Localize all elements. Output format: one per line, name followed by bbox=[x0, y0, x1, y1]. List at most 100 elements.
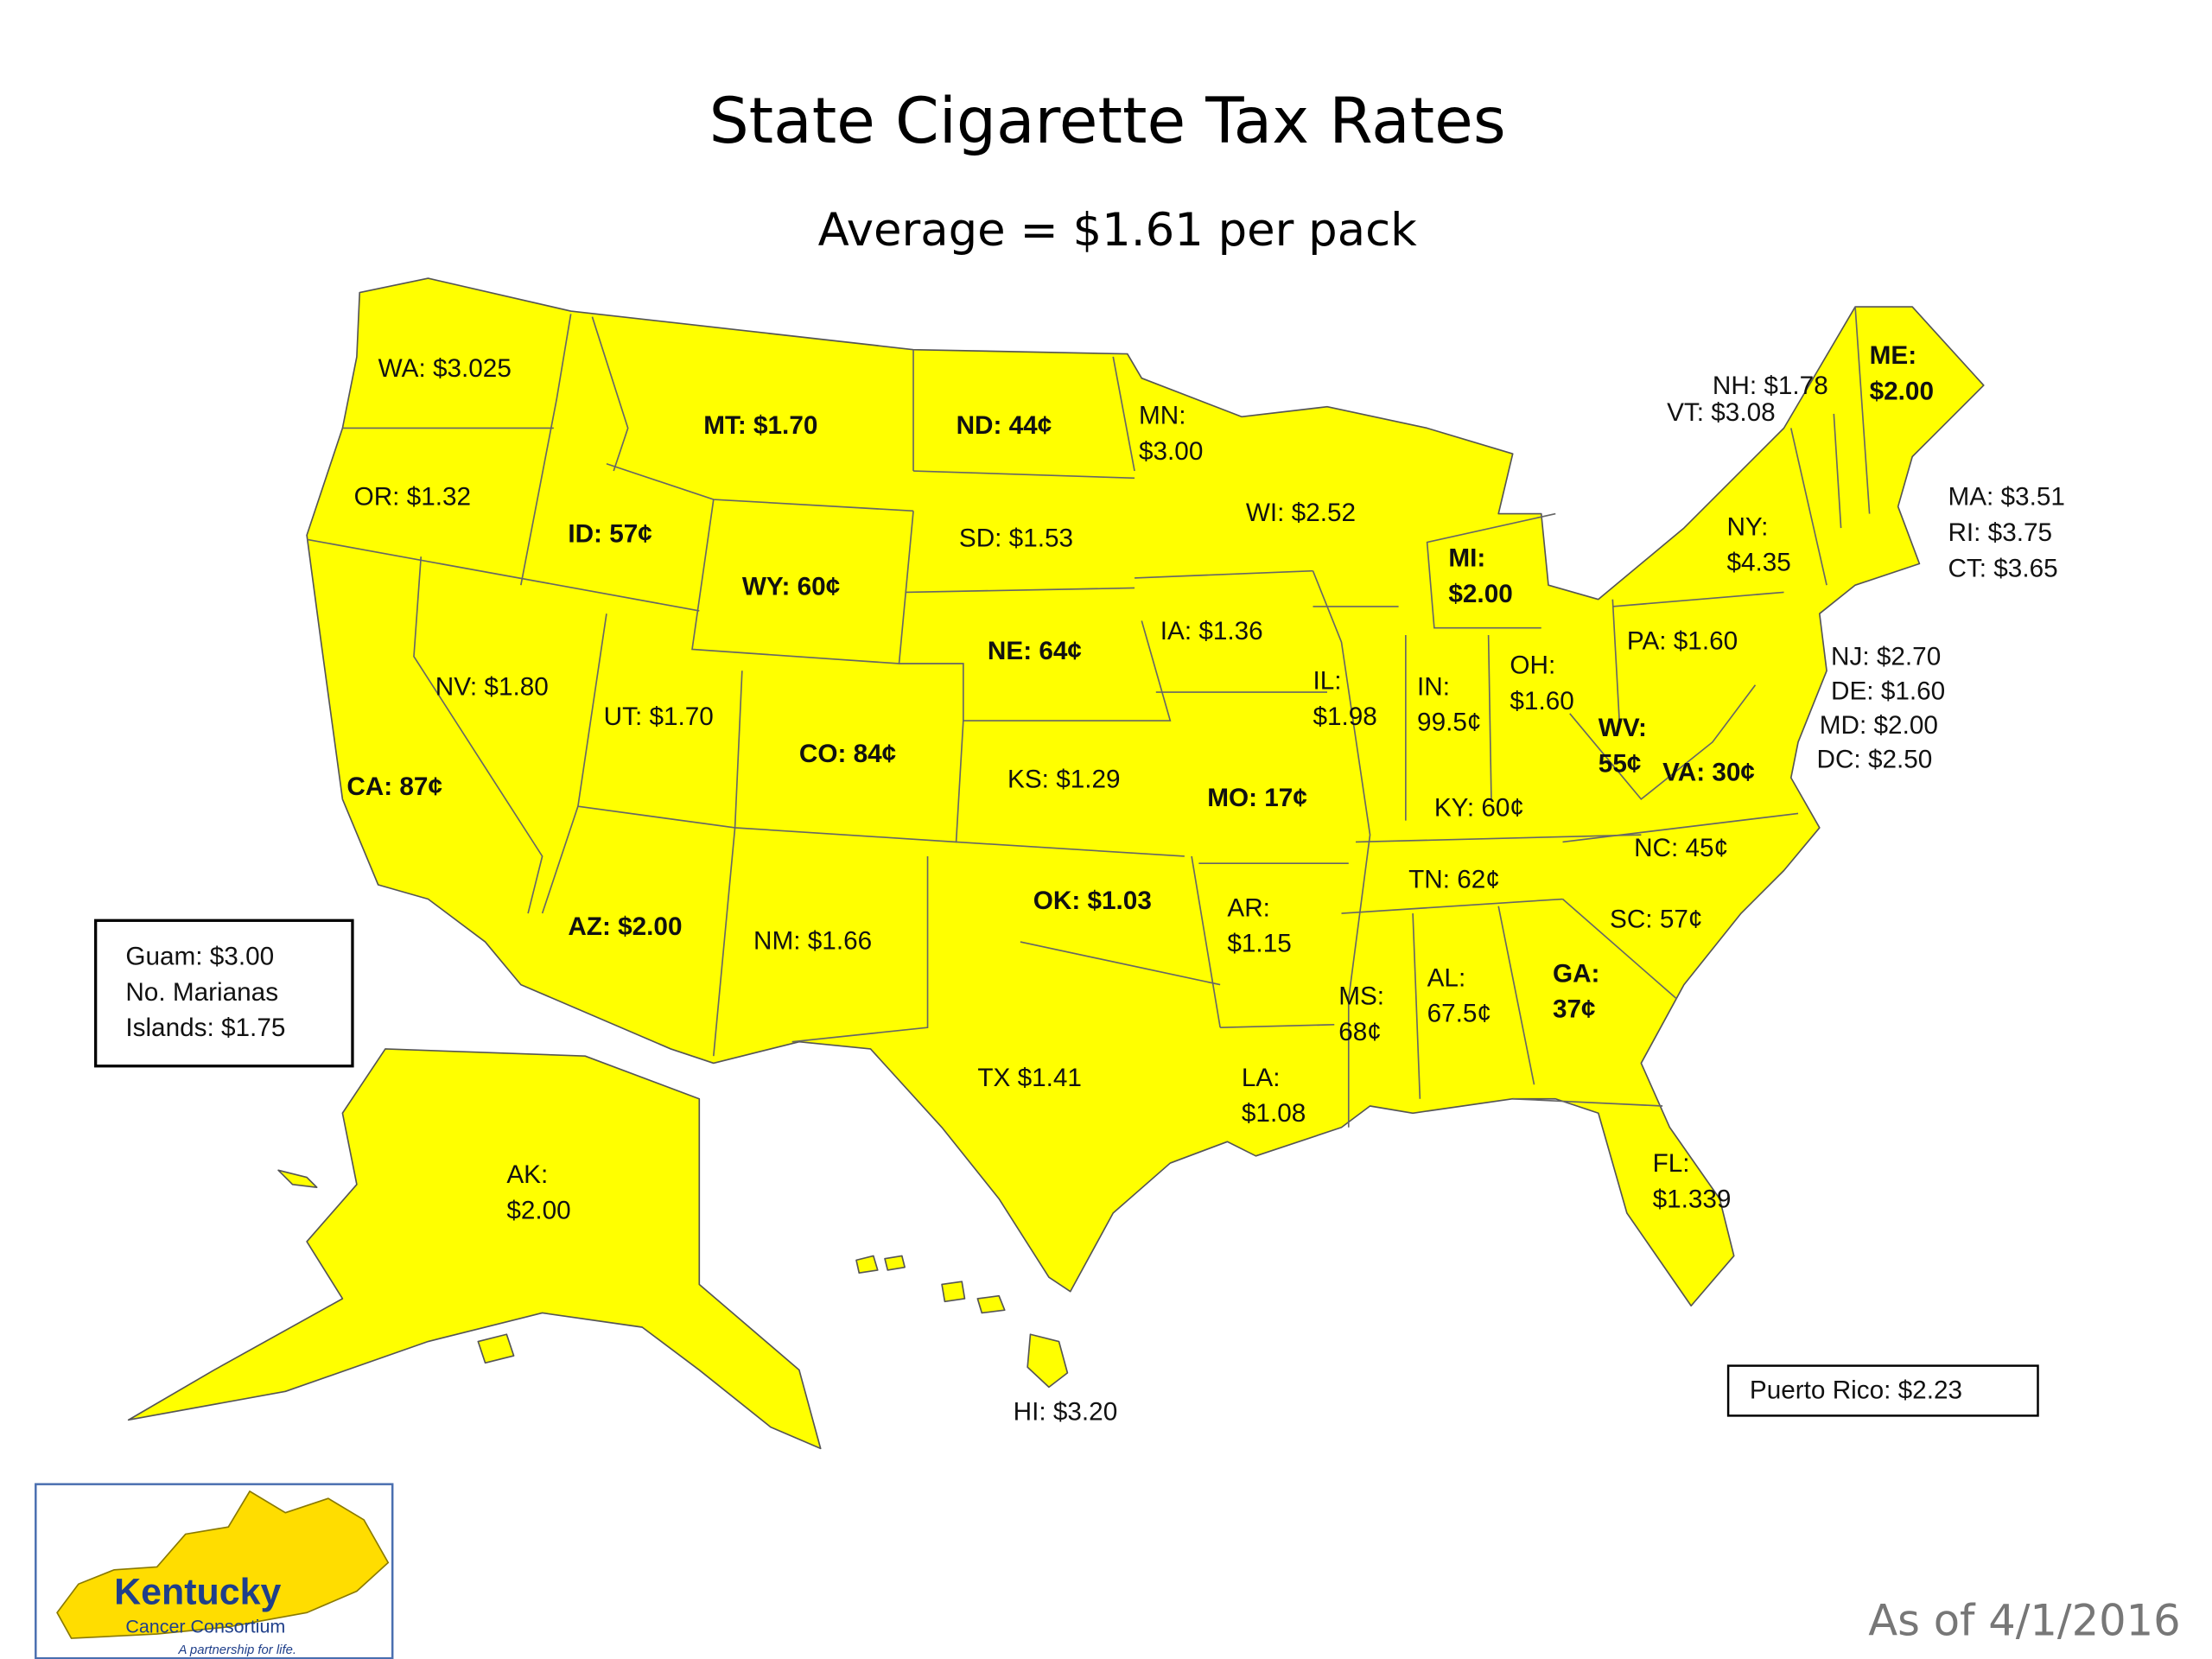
state-label: SC: 57¢ bbox=[1610, 906, 1702, 934]
state-border bbox=[306, 538, 700, 612]
land-shape bbox=[976, 1294, 1006, 1314]
state-border bbox=[1562, 812, 1799, 843]
state-border bbox=[1789, 428, 1827, 586]
state-border bbox=[591, 316, 629, 472]
state-border bbox=[1833, 413, 1842, 529]
state-label: CA: 87¢ bbox=[346, 772, 442, 801]
land-shape bbox=[1027, 1333, 1069, 1389]
state-label: IA: $1.36 bbox=[1160, 617, 1263, 645]
state-border bbox=[1191, 855, 1221, 1028]
state-label: OH: bbox=[1510, 652, 1555, 680]
state-label: OK: $1.03 bbox=[1033, 887, 1152, 915]
state-label: AL: bbox=[1427, 963, 1466, 992]
state-label: HI: $3.20 bbox=[1014, 1397, 1118, 1426]
state-label: NY: bbox=[1726, 512, 1768, 541]
state-label: ND: 44¢ bbox=[957, 411, 1052, 440]
state-label: AK: bbox=[506, 1160, 548, 1189]
state-label: 68¢ bbox=[1338, 1018, 1382, 1046]
state-label: VT: $3.08 bbox=[1667, 398, 1776, 427]
puerto-rico-label: Puerto Rico: $2.23 bbox=[1750, 1376, 1962, 1405]
territory-label: No. Marianas bbox=[125, 978, 278, 1007]
logo-name: Kentucky bbox=[114, 1571, 281, 1612]
state-border bbox=[956, 841, 1185, 857]
state-border bbox=[1134, 569, 1313, 579]
state-border bbox=[1112, 356, 1135, 472]
land-shape bbox=[855, 1255, 879, 1274]
state-label: PA: $1.60 bbox=[1627, 626, 1738, 655]
state-label: NJ: $2.70 bbox=[1831, 643, 1941, 671]
puerto-rico-box bbox=[1726, 1364, 2039, 1417]
state-label: 67.5¢ bbox=[1427, 1000, 1491, 1028]
state-label: $2.00 bbox=[506, 1196, 570, 1224]
state-label: AZ: $2.00 bbox=[568, 912, 682, 941]
state-border bbox=[413, 556, 543, 914]
state-label: AR: bbox=[1227, 893, 1270, 922]
state-label: $3.00 bbox=[1139, 437, 1203, 466]
state-border bbox=[541, 805, 579, 914]
state-label: $1.08 bbox=[1242, 1099, 1306, 1128]
state-border bbox=[520, 314, 572, 586]
state-border bbox=[1561, 898, 1678, 1000]
territory-label: Guam: $3.00 bbox=[125, 942, 274, 970]
state-label: TX $1.41 bbox=[977, 1064, 1082, 1092]
state-label: $2.00 bbox=[1448, 580, 1512, 608]
state-label: ME: bbox=[1870, 341, 1916, 370]
state-label: GA: bbox=[1553, 959, 1599, 988]
state-border bbox=[1611, 599, 1621, 728]
state-label: MA: $3.51 bbox=[1948, 483, 2064, 512]
state-border bbox=[1426, 512, 1556, 629]
state-label: WY: 60¢ bbox=[742, 573, 840, 601]
state-label: $4.35 bbox=[1726, 549, 1790, 577]
state-label: KY: 60¢ bbox=[1434, 794, 1524, 823]
map bbox=[127, 277, 1985, 1450]
land-shape bbox=[941, 1281, 966, 1303]
state-label: NV: $1.80 bbox=[435, 672, 549, 701]
state-label: CT: $3.65 bbox=[1948, 554, 2057, 582]
state-border bbox=[906, 587, 1135, 594]
title: State Cigarette Tax Rates bbox=[709, 86, 1506, 158]
state-label: MS: bbox=[1338, 982, 1384, 1011]
state-label: NM: $1.66 bbox=[753, 926, 872, 955]
state-label: IN: bbox=[1417, 672, 1450, 701]
state-label: $1.15 bbox=[1227, 930, 1291, 958]
state-label: DE: $1.60 bbox=[1831, 677, 1945, 705]
state-border bbox=[913, 470, 1135, 480]
state-label: $1.60 bbox=[1510, 687, 1573, 715]
state-border bbox=[791, 855, 929, 1043]
state-label: MT: $1.70 bbox=[703, 411, 817, 440]
land-shape bbox=[127, 1048, 822, 1450]
state-border bbox=[734, 671, 964, 843]
state-label: $2.00 bbox=[1870, 377, 1934, 405]
state-label: SD: $1.53 bbox=[959, 524, 1073, 553]
state-label: ID: 57¢ bbox=[568, 520, 652, 549]
state-label: NC: 45¢ bbox=[1634, 834, 1728, 862]
state-label: FL: bbox=[1653, 1149, 1690, 1178]
state-border bbox=[1020, 941, 1221, 986]
state-label: 55¢ bbox=[1599, 750, 1642, 779]
logo-org: Cancer Consortium bbox=[125, 1616, 285, 1637]
date-note: As of 4/1/2016 bbox=[1868, 1596, 2180, 1646]
territories-box bbox=[94, 918, 354, 1068]
state-border bbox=[1512, 1097, 1663, 1107]
state-label: $1.98 bbox=[1313, 702, 1376, 731]
state-border bbox=[712, 827, 736, 1057]
state-label: MO: 17¢ bbox=[1207, 784, 1307, 812]
state-label: UT: $1.70 bbox=[604, 702, 714, 731]
state-border bbox=[1612, 591, 1784, 607]
state-border bbox=[1497, 906, 1535, 1085]
subtitle: Average = $1.61 per pack bbox=[818, 204, 1418, 257]
state-label: WI: $2.52 bbox=[1246, 499, 1356, 527]
state-label: TN: 62¢ bbox=[1408, 865, 1500, 893]
state-border bbox=[1341, 898, 1563, 914]
state-border bbox=[1312, 570, 1371, 1128]
state-label: LA: bbox=[1242, 1064, 1281, 1092]
state-label: RI: $3.75 bbox=[1948, 518, 2052, 547]
land-shape bbox=[306, 277, 1985, 1307]
state-label: MN: bbox=[1139, 402, 1185, 430]
state-labels: WA: $3.025 OR: $1.32 CA: 87¢ NV: $1.80 ID: 5… bbox=[346, 341, 2065, 1426]
state-border bbox=[1854, 307, 1871, 514]
state-label: NH: $1.78 bbox=[1713, 372, 1828, 400]
state-label: CO: 84¢ bbox=[799, 740, 896, 768]
